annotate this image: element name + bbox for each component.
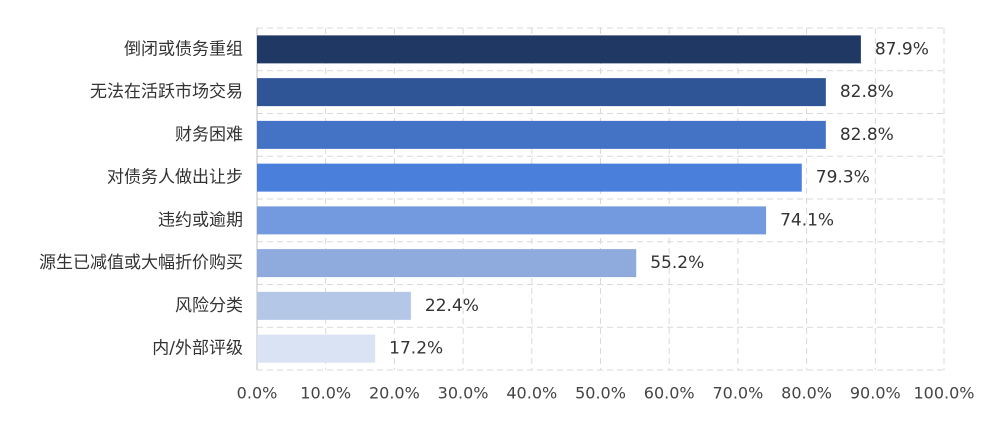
x-tick-label: 40.0% [506, 384, 557, 403]
x-tick-label: 20.0% [369, 384, 420, 403]
category-label: 违约或逾期 [158, 210, 243, 230]
x-tick-label: 90.0% [850, 384, 901, 403]
x-axis-ticks: 0.0% 10.0% 20.0% 30.0% 40.0% 50.0% 60.0% 70.0% 8… [237, 384, 975, 403]
data-label: 82.8% [840, 125, 894, 145]
data-label: 22.4% [425, 296, 479, 316]
x-tick-label: 80.0% [781, 384, 832, 403]
bar [257, 334, 376, 363]
bar [257, 120, 826, 149]
x-tick-label: 60.0% [644, 384, 695, 403]
category-labels: 倒闭或债务重组无法在活跃市场交易财务困难对债务人做出让步违约或逾期源生已减值或大… [39, 39, 243, 358]
x-tick-label: 0.0% [237, 384, 278, 403]
category-label: 财务困难 [175, 125, 243, 145]
bar [257, 35, 861, 64]
bars [257, 35, 861, 363]
x-tick-label: 10.0% [300, 384, 351, 403]
category-label: 风险分类 [175, 296, 243, 316]
x-tick-label: 30.0% [438, 384, 489, 403]
category-label: 内/外部评级 [152, 339, 243, 359]
bar [257, 78, 826, 107]
x-tick-label: 100.0% [913, 384, 974, 403]
x-tick-label: 50.0% [575, 384, 626, 403]
data-label: 79.3% [816, 168, 870, 188]
x-tick-label: 70.0% [712, 384, 763, 403]
data-label: 87.9% [875, 39, 929, 59]
category-label: 无法在活跃市场交易 [90, 82, 243, 102]
category-label: 倒闭或债务重组 [124, 39, 243, 59]
bar [257, 206, 767, 235]
bar [257, 249, 637, 278]
data-label: 82.8% [840, 82, 894, 102]
data-label: 74.1% [780, 210, 834, 230]
category-label: 对债务人做出让步 [107, 168, 243, 188]
data-label: 55.2% [650, 253, 704, 273]
data-label: 17.2% [389, 339, 443, 359]
category-label: 源生已减值或大幅折价购买 [39, 253, 243, 273]
value-labels: 87.9% 82.8% 82.8% 79.3% 74.1% 55.2% 22.4% 17.2% [389, 39, 929, 358]
bar [257, 291, 411, 320]
bar [257, 163, 802, 192]
